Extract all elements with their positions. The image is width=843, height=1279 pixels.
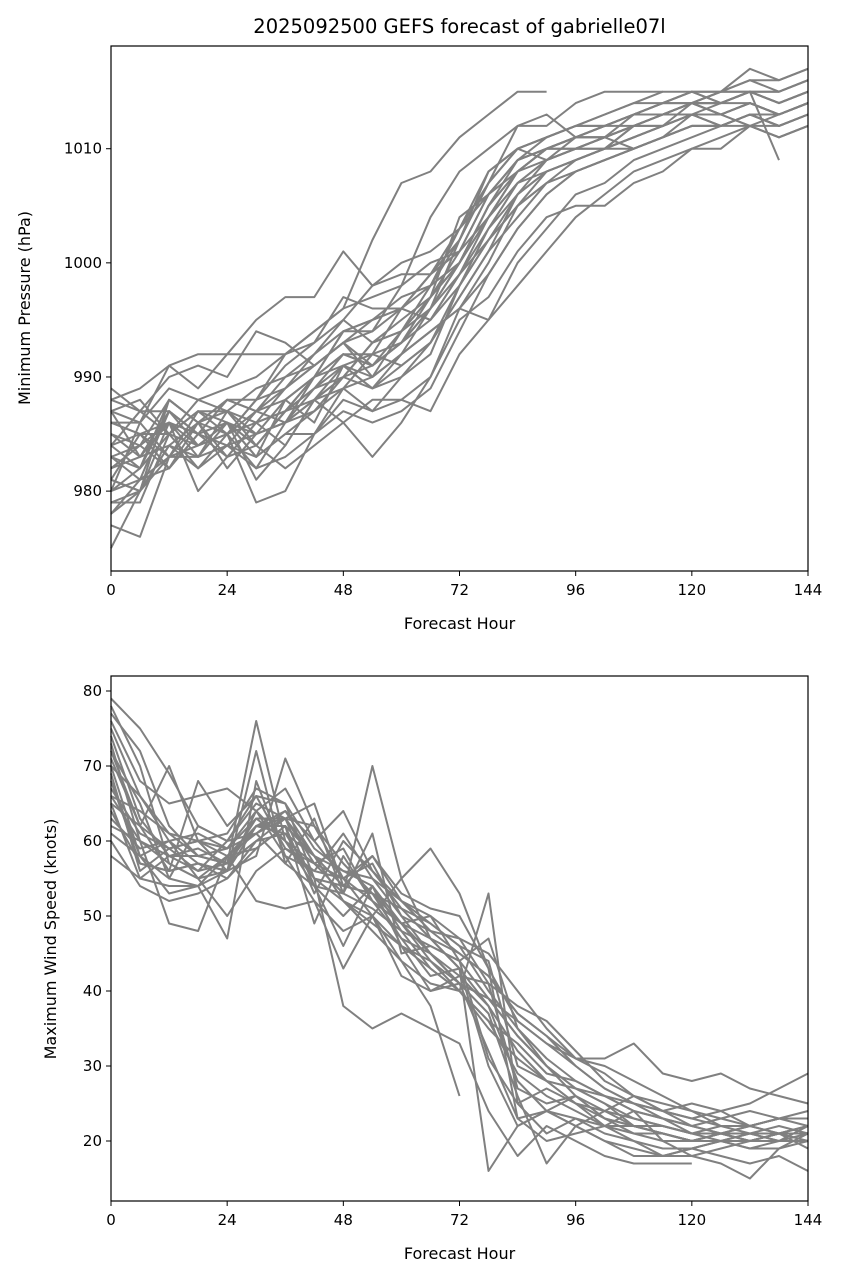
- wind-x-tick-label: 48: [334, 1211, 353, 1229]
- pressure-y-axis-label: Minimum Pressure (hPa): [15, 211, 34, 405]
- wind-ensemble-member-line-6: [110, 750, 809, 1150]
- wind-ensemble-member-line-26: [110, 795, 809, 1150]
- pressure-chart-panel: 2025092500 GEFS forecast of gabrielle07l…: [15, 15, 822, 633]
- pressure-x-tick-label: 48: [334, 581, 353, 599]
- pressure-y-tick-label: 1010: [64, 140, 102, 158]
- wind-y-tick-label: 70: [83, 757, 102, 775]
- wind-x-axis-label: Forecast Hour: [404, 1244, 516, 1263]
- wind-x-tick-label: 24: [218, 1211, 237, 1229]
- pressure-x-tick-label: 96: [566, 581, 585, 599]
- chart-title: 2025092500 GEFS forecast of gabrielle07l: [253, 15, 665, 38]
- wind-ensemble-member-line-21: [110, 705, 808, 1142]
- pressure-x-tick-label: 144: [794, 581, 823, 599]
- pressure-ensemble-member-line-14: [110, 113, 635, 435]
- pressure-x-tick-label: 72: [450, 581, 469, 599]
- pressure-x-ticks: 0 24 48 72 96 120 144: [106, 571, 822, 599]
- wind-x-tick-label: 72: [450, 1211, 469, 1229]
- wind-ensemble-member-line-24: [110, 765, 808, 1142]
- pressure-ensemble-member-line-12: [110, 67, 809, 424]
- pressure-y-tick-label: 980: [73, 482, 102, 500]
- pressure-x-axis-label: Forecast Hour: [404, 614, 516, 633]
- wind-series-group: [110, 697, 809, 1180]
- pressure-y-tick-label: 990: [73, 368, 102, 386]
- pressure-ensemble-member-line-16: [110, 102, 809, 458]
- pressure-ensemble-member-line-9: [110, 113, 809, 447]
- wind-ensemble-member-line-9: [110, 773, 809, 1157]
- pressure-ensemble-member-line-20: [110, 102, 809, 481]
- wind-y-tick-label: 40: [83, 982, 102, 1000]
- wind-y-tick-label: 50: [83, 907, 102, 925]
- wind-y-tick-label: 80: [83, 682, 102, 700]
- pressure-y-ticks: 980 990 1000 1010: [64, 140, 111, 500]
- pressure-ensemble-member-line-15: [110, 124, 693, 413]
- wind-ensemble-member-line-25: [110, 750, 808, 1135]
- pressure-y-tick-label: 1000: [64, 254, 102, 272]
- wind-ensemble-member-line-19: [110, 855, 809, 1157]
- wind-x-tick-label: 0: [106, 1211, 116, 1229]
- wind-ensemble-member-line-5: [110, 743, 809, 1142]
- wind-x-tick-label: 120: [678, 1211, 707, 1229]
- pressure-x-tick-label: 24: [218, 581, 237, 599]
- pressure-ensemble-member-line-29: [110, 113, 809, 447]
- wind-y-tick-label: 60: [83, 832, 102, 850]
- wind-ensemble-member-line-16: [110, 825, 809, 1180]
- wind-ensemble-member-line-4: [110, 735, 809, 1150]
- pressure-ensemble-member-line-31: [110, 113, 809, 481]
- wind-ensemble-member-line-3: [110, 728, 809, 1172]
- pressure-ensemble-member-line-26: [110, 90, 809, 492]
- wind-ensemble-member-line-7: [110, 758, 809, 1142]
- pressure-x-tick-label: 0: [106, 581, 116, 599]
- wind-x-tick-label: 96: [566, 1211, 585, 1229]
- wind-x-tick-label: 144: [794, 1211, 823, 1229]
- wind-y-tick-label: 20: [83, 1132, 102, 1150]
- wind-y-axis-label: Maximum Wind Speed (knots): [41, 819, 60, 1060]
- wind-y-tick-label: 30: [83, 1057, 102, 1075]
- wind-ensemble-member-line-12: [110, 787, 809, 1135]
- wind-x-ticks: 0 24 48 72 96 120 144: [106, 1201, 822, 1229]
- wind-y-ticks: 20 30 40 50 60 70 80: [83, 682, 111, 1150]
- pressure-ensemble-member-line-24: [110, 102, 809, 504]
- pressure-x-tick-label: 120: [678, 581, 707, 599]
- pressure-ensemble-member-line-30: [110, 90, 809, 458]
- wind-chart-panel: 0 24 48 72 96 120 144 20 30 40 50 60 70 80 Forecast …: [41, 675, 822, 1263]
- pressure-series-group: [110, 67, 809, 549]
